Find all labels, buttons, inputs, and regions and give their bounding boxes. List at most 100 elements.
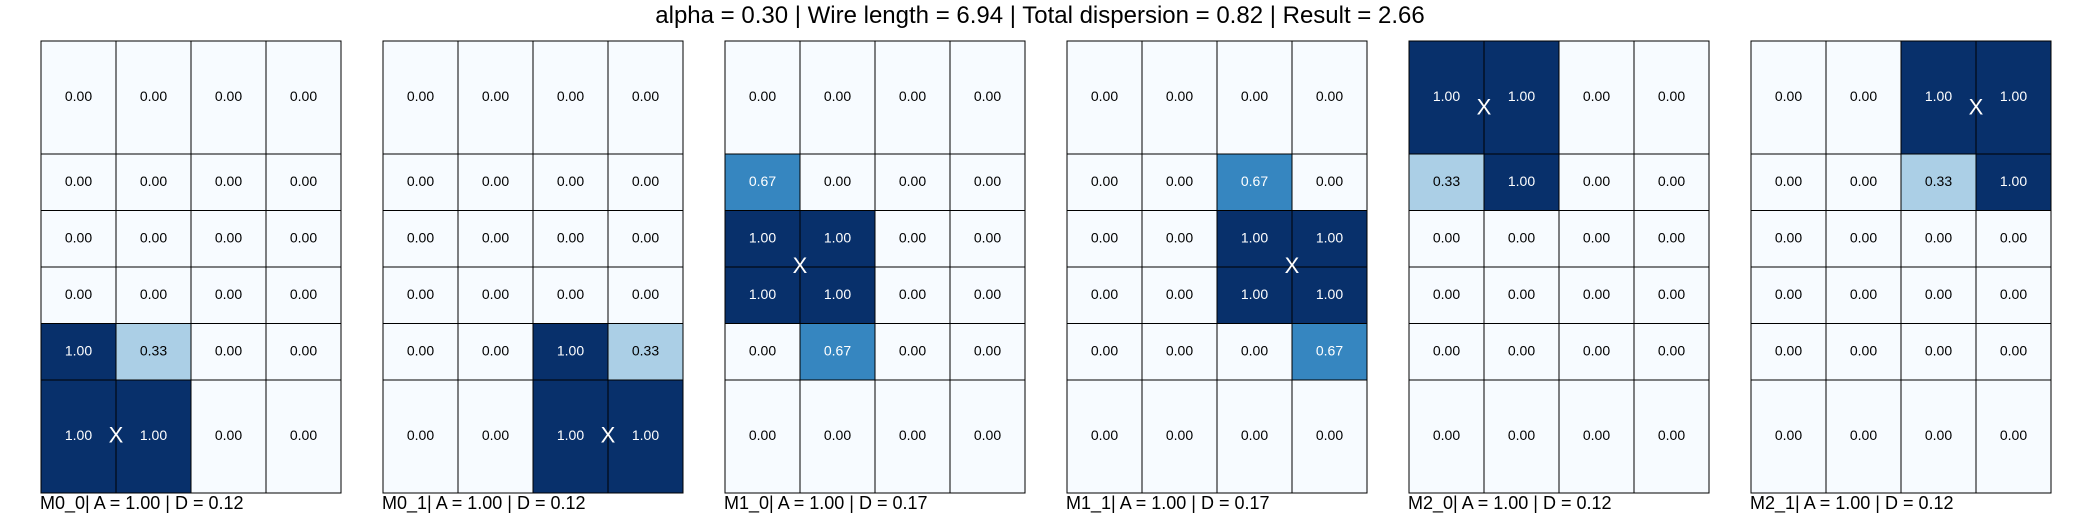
cell-value-label: 1.00 bbox=[632, 427, 659, 443]
cell-value-label: 0.00 bbox=[1166, 427, 1193, 443]
cell-value-label: 0.00 bbox=[482, 342, 509, 358]
cell-value-label: 0.00 bbox=[1091, 342, 1118, 358]
heatmap-cell bbox=[1750, 266, 1827, 324]
heatmap-cell bbox=[1975, 266, 2052, 324]
cell-value-label: 0.00 bbox=[407, 229, 434, 245]
cell-value-label: 0.00 bbox=[215, 286, 242, 302]
cell-value-label: 0.00 bbox=[1091, 173, 1118, 189]
cell-value-label: 0.00 bbox=[1091, 229, 1118, 245]
cell-value-label: 1.00 bbox=[1241, 286, 1268, 302]
heatmap-cell bbox=[40, 266, 117, 324]
heatmap-cell bbox=[1558, 153, 1635, 211]
cell-value-label: 0.00 bbox=[1925, 286, 1952, 302]
heatmap-cell bbox=[1825, 153, 1902, 211]
cell-value-label: 0.00 bbox=[1850, 88, 1877, 104]
cell-value-label: 0.00 bbox=[215, 342, 242, 358]
cell-value-label: 0.00 bbox=[1433, 342, 1460, 358]
heatmap-panel-M0_0: 0.00 0.00 0.00 0.00 0.00 0.00 0.00 0.00 0.00 0.00… bbox=[40, 40, 342, 513]
heatmap-cell bbox=[1558, 266, 1635, 324]
cell-value-label: 0.00 bbox=[2000, 229, 2027, 245]
cell-value-label: 0.00 bbox=[632, 173, 659, 189]
heatmap-cell bbox=[532, 379, 609, 494]
cell-value-label: 0.00 bbox=[215, 173, 242, 189]
cell-value-label: 0.00 bbox=[1583, 427, 1610, 443]
cell-value-label: 0.00 bbox=[407, 88, 434, 104]
cell-value-label: 0.00 bbox=[1241, 427, 1268, 443]
heatmap-cell bbox=[382, 379, 459, 494]
cell-value-label: 1.00 bbox=[557, 427, 584, 443]
cell-value-label: 0.00 bbox=[1658, 173, 1685, 189]
heatmap-cell bbox=[265, 153, 342, 211]
heatmap-cell bbox=[1483, 379, 1560, 494]
cell-value-label: 0.00 bbox=[1583, 342, 1610, 358]
heatmap-cell bbox=[607, 153, 684, 211]
cell-value-label: 0.00 bbox=[407, 342, 434, 358]
heatmap-cell bbox=[1066, 40, 1143, 155]
heatmap-cell bbox=[40, 323, 117, 381]
cell-value-label: 0.00 bbox=[407, 286, 434, 302]
heatmap-cell bbox=[1216, 323, 1293, 381]
cell-value-label: 0.67 bbox=[1316, 342, 1343, 358]
heatmap-cell bbox=[265, 210, 342, 268]
cell-value-label: 1.00 bbox=[557, 342, 584, 358]
heatmap-grid: 0.00 0.00 0.00 0.00 0.00 0.00 0.67 0.00 0.00 0.00… bbox=[1066, 40, 1368, 494]
cell-value-label: 0.00 bbox=[1925, 427, 1952, 443]
heatmap-cell bbox=[1750, 40, 1827, 155]
heatmap-cell bbox=[949, 266, 1026, 324]
cell-value-label: 0.00 bbox=[1091, 88, 1118, 104]
heatmap-cell bbox=[190, 323, 267, 381]
heatmap-cell bbox=[40, 379, 117, 494]
heatmap-cell bbox=[190, 379, 267, 494]
cell-value-label: 0.00 bbox=[1166, 173, 1193, 189]
heatmap-panel-M2_1: 0.00 0.00 1.00 1.00 0.00 0.00 0.33 1.00 0.00 0.00… bbox=[1750, 40, 2052, 513]
cell-value-label: 0.00 bbox=[1775, 88, 1802, 104]
cell-value-label: 0.00 bbox=[290, 88, 317, 104]
cell-value-label: 0.00 bbox=[974, 342, 1001, 358]
cell-value-label: 0.00 bbox=[1433, 286, 1460, 302]
cell-value-label: 0.00 bbox=[1583, 88, 1610, 104]
cell-value-label: 0.00 bbox=[1658, 88, 1685, 104]
cell-value-label: 0.00 bbox=[1241, 88, 1268, 104]
cell-value-label: 0.00 bbox=[407, 427, 434, 443]
cell-value-label: 0.00 bbox=[1433, 427, 1460, 443]
cell-value-label: 0.00 bbox=[1166, 229, 1193, 245]
heatmap-cell bbox=[190, 40, 267, 155]
cell-value-label: 0.00 bbox=[899, 342, 926, 358]
cell-value-label: 0.00 bbox=[1775, 427, 1802, 443]
heatmap-cell bbox=[115, 40, 192, 155]
cell-value-label: 0.00 bbox=[215, 88, 242, 104]
cell-value-label: 0.00 bbox=[1508, 427, 1535, 443]
cell-value-label: 0.00 bbox=[1091, 427, 1118, 443]
cell-value-label: 0.00 bbox=[1091, 286, 1118, 302]
cell-value-label: 1.00 bbox=[749, 229, 776, 245]
heatmap-cell bbox=[1216, 40, 1293, 155]
heatmap-cell bbox=[382, 153, 459, 211]
heatmap-cell bbox=[1408, 323, 1485, 381]
heatmap-cell bbox=[40, 210, 117, 268]
heatmap-cell bbox=[1066, 379, 1143, 494]
cell-value-label: 0.00 bbox=[899, 173, 926, 189]
center-marker: X bbox=[601, 422, 616, 447]
heatmap-cell bbox=[874, 210, 951, 268]
heatmap-cell bbox=[382, 40, 459, 155]
cell-value-label: 0.00 bbox=[482, 286, 509, 302]
cell-value-label: 0.00 bbox=[899, 229, 926, 245]
heatmap-cell bbox=[1633, 210, 1710, 268]
heatmap-cell bbox=[949, 153, 1026, 211]
cell-value-label: 0.00 bbox=[290, 286, 317, 302]
center-marker: X bbox=[1477, 95, 1492, 120]
cell-value-label: 0.00 bbox=[974, 229, 1001, 245]
cell-value-label: 0.00 bbox=[1775, 286, 1802, 302]
heatmap-cell bbox=[1141, 40, 1218, 155]
heatmap-grid: 1.00 1.00 0.00 0.00 0.33 1.00 0.00 0.00 0.00 0.00… bbox=[1408, 40, 1710, 494]
heatmap-cell bbox=[799, 40, 876, 155]
cell-value-label: 1.00 bbox=[65, 342, 92, 358]
cell-value-label: 1.00 bbox=[2000, 88, 2027, 104]
panel-caption: M2_0| A = 1.00 | D = 0.12 bbox=[1408, 493, 1612, 513]
heatmap-cell bbox=[1066, 323, 1143, 381]
cell-value-label: 1.00 bbox=[65, 427, 92, 443]
heatmap-cell bbox=[1633, 266, 1710, 324]
heatmap-cell bbox=[40, 40, 117, 155]
cell-value-label: 0.00 bbox=[1583, 286, 1610, 302]
heatmap-grid: 0.00 0.00 1.00 1.00 0.00 0.00 0.33 1.00 0.00 0.00… bbox=[1750, 40, 2052, 494]
